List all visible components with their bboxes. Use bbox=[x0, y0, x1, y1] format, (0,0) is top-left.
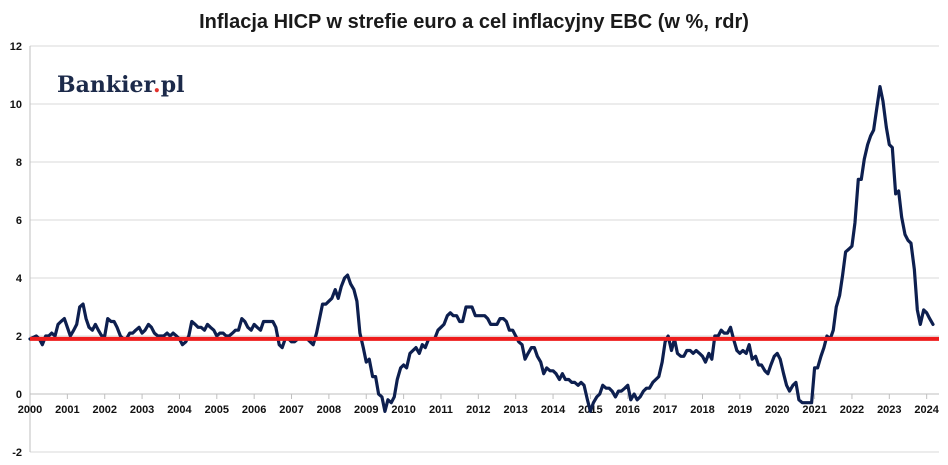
x-tick-label-2022: 2022 bbox=[840, 404, 864, 416]
x-tick-label-2020: 2020 bbox=[765, 404, 789, 416]
x-tick-label-2010: 2010 bbox=[391, 404, 415, 416]
y-tick-label--2: -2 bbox=[12, 447, 22, 459]
x-tick-label-2016: 2016 bbox=[616, 404, 640, 416]
y-tick-label-12: 12 bbox=[10, 41, 22, 53]
x-tick-label-2003: 2003 bbox=[130, 404, 154, 416]
grid-lines bbox=[30, 45, 939, 453]
x-tick-label-2005: 2005 bbox=[205, 404, 229, 416]
x-tick-label-2019: 2019 bbox=[728, 404, 752, 416]
x-tick-label-2018: 2018 bbox=[690, 404, 714, 416]
x-tick-label-2012: 2012 bbox=[466, 404, 490, 416]
x-tick-label-2001: 2001 bbox=[55, 404, 79, 416]
logo-text-part-1: Bankier bbox=[57, 72, 155, 98]
x-tick-label-2017: 2017 bbox=[653, 404, 677, 416]
x-tick-label-2004: 2004 bbox=[167, 404, 192, 416]
axes bbox=[29, 46, 939, 452]
series-line-0 bbox=[28, 85, 935, 413]
x-tick-label-2007: 2007 bbox=[279, 404, 303, 416]
y-tick-label-0: 0 bbox=[16, 389, 22, 401]
x-tick-label-2013: 2013 bbox=[503, 404, 527, 416]
x-tick-label-2023: 2023 bbox=[877, 404, 901, 416]
x-tick-label-2011: 2011 bbox=[429, 404, 453, 416]
logo-dot: . bbox=[153, 72, 161, 98]
x-tick-label-2014: 2014 bbox=[541, 404, 566, 416]
x-tick-label-2006: 2006 bbox=[242, 404, 266, 416]
logo-wordmark: Bankier.pl bbox=[57, 72, 184, 98]
x-tick-label-2000: 2000 bbox=[18, 404, 42, 416]
y-tick-label-6: 6 bbox=[16, 215, 22, 227]
y-tick-label-2: 2 bbox=[16, 331, 22, 343]
chart-title: Inflacja HICP w strefie euro a cel infla… bbox=[199, 11, 749, 33]
x-axis-tick-labels: 2000 2001 2002 2003 2004 2005 2006 2007 2008 2009… bbox=[18, 404, 940, 416]
x-tick-label-2008: 2008 bbox=[317, 404, 341, 416]
logo-text-part-2: pl bbox=[161, 72, 185, 98]
x-tick-label-2024: 2024 bbox=[914, 404, 939, 416]
y-tick-label-8: 8 bbox=[16, 157, 22, 169]
y-tick-label-4: 4 bbox=[16, 273, 23, 285]
x-tick-label-2021: 2021 bbox=[802, 404, 826, 416]
y-tick-label-10: 10 bbox=[10, 99, 22, 111]
bankier-logo: Bankier.pl bbox=[57, 72, 184, 98]
y-axis-tick-labels: -2 0 2 4 6 8 10 12 bbox=[10, 41, 23, 459]
x-tick-label-2002: 2002 bbox=[92, 404, 116, 416]
series-layer bbox=[28, 85, 939, 413]
x-tick-label-2009: 2009 bbox=[354, 404, 378, 416]
